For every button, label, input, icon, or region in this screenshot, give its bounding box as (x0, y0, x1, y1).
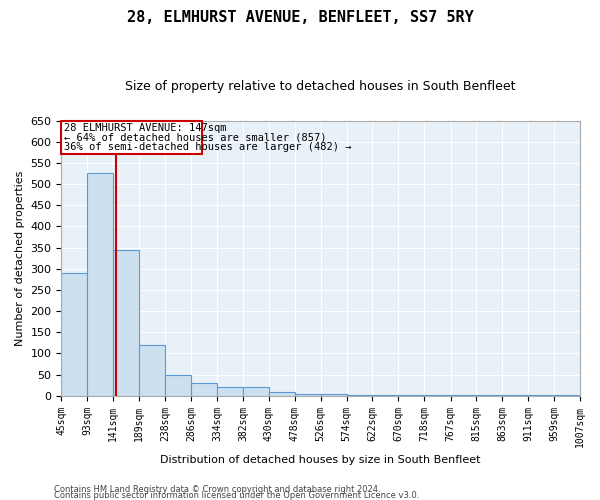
Bar (424, 394, 451, 396)
Bar (191, 383, 217, 396)
Bar (554, 394, 580, 396)
Bar (139, 345, 166, 396)
Text: Contains public sector information licensed under the Open Government Licence v3: Contains public sector information licen… (54, 490, 419, 500)
Bar (373, 394, 398, 396)
Text: 28, ELMHURST AVENUE, BENFLEET, SS7 5RY: 28, ELMHURST AVENUE, BENFLEET, SS7 5RY (127, 10, 473, 25)
Text: ← 64% of detached houses are smaller (857): ← 64% of detached houses are smaller (85… (64, 132, 326, 142)
Bar (451, 394, 476, 396)
Bar (61, 122, 202, 154)
Bar (502, 394, 528, 396)
Text: Contains HM Land Registry data © Crown copyright and database right 2024.: Contains HM Land Registry data © Crown c… (54, 484, 380, 494)
Y-axis label: Number of detached properties: Number of detached properties (15, 170, 25, 346)
Bar (166, 374, 191, 396)
Bar (243, 388, 269, 396)
Text: 28 ELMHURST AVENUE: 147sqm: 28 ELMHURST AVENUE: 147sqm (64, 124, 227, 134)
Bar (398, 394, 424, 396)
Bar (217, 388, 243, 396)
Bar (61, 273, 87, 396)
Bar (321, 394, 347, 396)
X-axis label: Distribution of detached houses by size in South Benfleet: Distribution of detached houses by size … (160, 455, 481, 465)
Title: Size of property relative to detached houses in South Benfleet: Size of property relative to detached ho… (125, 80, 516, 93)
Bar (528, 394, 554, 396)
Bar (347, 394, 373, 396)
Bar (295, 394, 321, 396)
Bar (476, 394, 502, 396)
Bar (269, 392, 295, 396)
Text: 36% of semi-detached houses are larger (482) →: 36% of semi-detached houses are larger (… (64, 142, 352, 152)
Bar (87, 174, 113, 396)
Bar (113, 250, 139, 396)
